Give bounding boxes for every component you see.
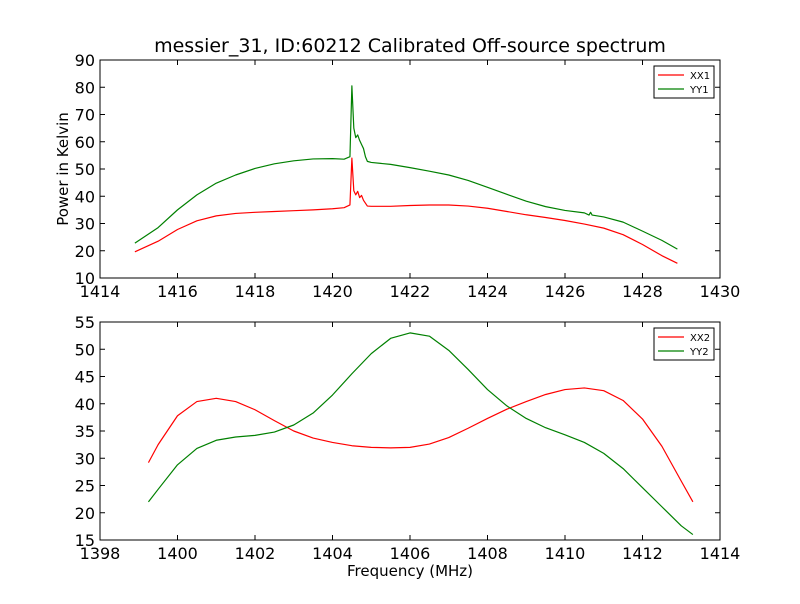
bottom-x-tick-label: 1404 — [312, 544, 353, 563]
top-x-tick-label: 1418 — [235, 282, 276, 301]
top-x-tick-label: 1414 — [80, 282, 121, 301]
chart-title: messier_31, ID:60212 Calibrated Off-sour… — [154, 35, 666, 57]
top-x-tick-label: 1416 — [157, 282, 198, 301]
bottom-x-tick-label: 1410 — [545, 544, 586, 563]
top-series-line-yy1 — [134, 85, 678, 250]
bottom-legend-box — [653, 327, 715, 361]
bottom-y-tick-label: 30 — [75, 449, 95, 468]
top-x-tick-label: 1426 — [545, 282, 586, 301]
bottom-y-tick-label: 45 — [75, 368, 95, 387]
top-y-tick-label: 40 — [75, 187, 95, 206]
bottom-x-tick-label: 1406 — [390, 544, 431, 563]
top-x-tick-label: 1428 — [622, 282, 663, 301]
bottom-series-line-xx2 — [147, 387, 694, 503]
top-x-tick-label: 1420 — [312, 282, 353, 301]
top-x-tick-label: 1430 — [700, 282, 741, 301]
top-legend-label-xx1: XX1 — [690, 71, 710, 82]
bottom-y-tick-label: 15 — [75, 531, 95, 550]
top-legend-box — [653, 65, 715, 99]
bottom-panel: 1398 1400 1402 1404 1406 1408 1410 1412 1414 15 20… — [75, 313, 741, 563]
bottom-x-tick-label: 1414 — [700, 544, 741, 563]
bottom-legend-label-yy2: YY2 — [689, 347, 709, 358]
bottom-y-tick-label: 50 — [75, 340, 95, 359]
top-y-tick-label: 10 — [75, 269, 95, 288]
bottom-legend-label-xx2: XX2 — [690, 333, 710, 344]
top-x-tick-label: 1422 — [390, 282, 431, 301]
bottom-x-tick-label: 1398 — [80, 544, 121, 563]
bottom-y-tick-label: 25 — [75, 477, 95, 496]
top-y-tick-label: 90 — [75, 51, 95, 70]
top-series-line-xx1 — [134, 157, 678, 264]
top-y-tick-label: 50 — [75, 160, 95, 179]
bottom-y-tick-label: 20 — [75, 504, 95, 523]
bottom-x-tick-label: 1412 — [622, 544, 663, 563]
top-y-tick-label: 30 — [75, 215, 95, 234]
top-y-tick-label: 80 — [75, 78, 95, 97]
bottom-x-tick-label: 1400 — [157, 544, 198, 563]
top-legend-label-yy1: YY1 — [689, 85, 709, 96]
top-y-tick-label: 60 — [75, 133, 95, 152]
bottom-series-line-yy2 — [147, 332, 694, 536]
top-x-tick-label: 1424 — [467, 282, 508, 301]
bottom-y-tick-label: 35 — [75, 422, 95, 441]
bottom-y-tick-label: 40 — [75, 395, 95, 414]
top-y-tick-label: 20 — [75, 242, 95, 261]
top-panel: 1414 1416 1418 1420 1422 1424 1426 1428 1430 10 20… — [75, 51, 741, 301]
bottom-x-axis-label: Frequency (MHz) — [347, 562, 473, 580]
bottom-x-tick-label: 1402 — [235, 544, 276, 563]
bottom-y-tick-label: 55 — [75, 313, 95, 332]
top-y-tick-label: 70 — [75, 106, 95, 125]
bottom-x-tick-label: 1408 — [467, 544, 508, 563]
top-y-axis-label: Power in Kelvin — [54, 112, 72, 226]
